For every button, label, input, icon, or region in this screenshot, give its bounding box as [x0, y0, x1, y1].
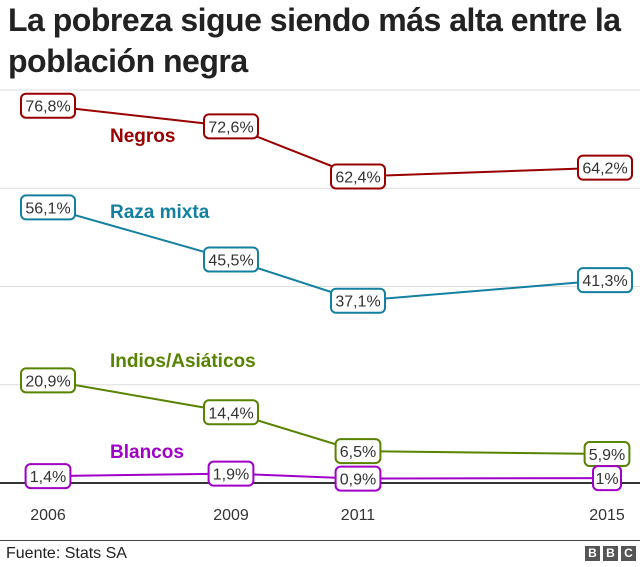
data-label-box: [20, 92, 76, 119]
logo-letter: B: [603, 546, 618, 561]
data-label-box: [207, 460, 255, 487]
logo-letter: B: [585, 546, 600, 561]
x-tick-label: 2015: [589, 507, 625, 524]
data-label: 1,4%: [30, 469, 66, 486]
series-name-label: Indios/Asiáticos: [110, 351, 256, 372]
series-3: 1,4% 1,9% 0,9% 1% Blancos: [24, 442, 622, 492]
x-tick-label: 2006: [30, 507, 66, 524]
data-label-box: [203, 246, 259, 273]
data-label-box: [20, 367, 76, 394]
data-label: 37,1%: [335, 294, 380, 311]
line-chart: 2006 2009 2011 2015 76,8% 72,6% 62,4% 64,2% Neg…: [0, 89, 640, 524]
x-tick-label: 2009: [213, 507, 249, 524]
series-group: 76,8% 72,6% 62,4% 64,2% Negros 56,1% 45,5% 37,1…: [20, 92, 633, 492]
series-line: [47, 104, 608, 178]
series-0: 76,8% 72,6% 62,4% 64,2% Negros: [20, 92, 633, 190]
gridlines: [0, 89, 640, 386]
series-line: [47, 379, 608, 456]
data-label-box: [592, 465, 622, 492]
data-label: 20,9%: [25, 373, 70, 390]
data-label: 41,3%: [582, 273, 627, 290]
data-label-box: [203, 113, 259, 140]
data-label: 56,1%: [25, 200, 70, 217]
data-label-box: [24, 463, 72, 490]
data-label: 14,4%: [208, 405, 253, 422]
data-label: 6,5%: [340, 444, 376, 461]
data-label: 5,9%: [589, 447, 625, 464]
data-label-box: [334, 438, 382, 465]
x-tick-label: 2011: [341, 507, 376, 524]
data-label-box: [577, 267, 633, 294]
data-label: 64,2%: [582, 161, 627, 178]
x-axis-tick-labels: 2006 2009 2011 2015: [30, 507, 625, 524]
series-1: 56,1% 45,5% 37,1% 41,3% Raza mixta: [20, 194, 633, 314]
data-label-box: [334, 465, 382, 492]
data-label: 76,8%: [25, 99, 70, 116]
data-label-box: [577, 154, 633, 181]
data-label: 1%: [595, 471, 618, 488]
series-name-label: Raza mixta: [110, 202, 210, 223]
data-label-box: [330, 163, 386, 190]
footer-divider: [0, 540, 640, 541]
data-label: 0,9%: [340, 472, 376, 489]
series-name-label: Blancos: [110, 442, 184, 463]
series-name-label: Negros: [110, 126, 175, 147]
data-label: 1,9%: [213, 467, 249, 484]
data-label-box: [330, 287, 386, 314]
source-note: Fuente: Stats SA: [6, 545, 127, 562]
data-label-box: [20, 194, 76, 221]
chart-title: La pobreza sigue siendo más alta entre l…: [8, 2, 621, 79]
bbc-logo: B B C: [585, 546, 636, 561]
data-label: 45,5%: [208, 252, 253, 269]
series-line: [47, 206, 608, 302]
data-label: 72,6%: [208, 119, 253, 136]
data-label: 62,4%: [335, 169, 380, 186]
series-2: 20,9% 14,4% 6,5% 5,9% Indios/Asiáticos: [20, 351, 631, 468]
series-line: [47, 472, 608, 480]
logo-letter: C: [621, 546, 636, 561]
data-label-box: [203, 399, 259, 426]
